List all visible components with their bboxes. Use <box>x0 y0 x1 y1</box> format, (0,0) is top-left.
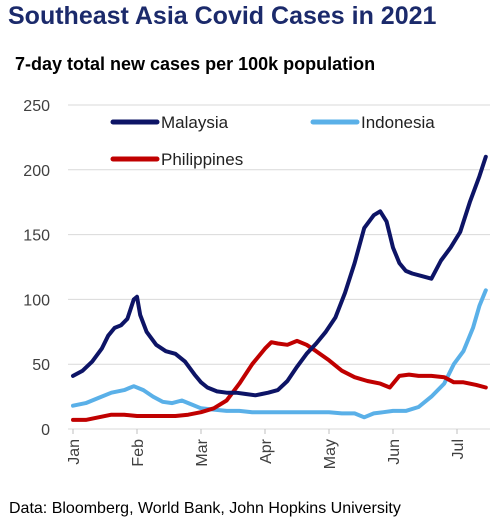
y-axis-ticks: 0 50 100 150 200 250 <box>23 98 50 439</box>
x-tick-label: Apr <box>258 438 275 464</box>
y-tick-label: 100 <box>23 292 50 309</box>
legend: Malaysia Indonesia Philippines <box>110 113 435 169</box>
x-axis-ticks: Jan Feb Mar Apr May Jun Jul <box>66 429 467 469</box>
y-tick-label: 200 <box>23 163 50 180</box>
legend-label-indonesia: Indonesia <box>361 113 435 132</box>
y-tick-label: 250 <box>23 98 50 115</box>
x-tick-label: Jan <box>66 439 83 465</box>
y-tick-label: 150 <box>23 228 50 245</box>
x-tick-label: Feb <box>130 439 147 467</box>
source-note: Data: Bloomberg, World Bank, John Hopkin… <box>9 500 401 517</box>
x-tick-label: Jul <box>450 439 467 459</box>
gridlines <box>68 104 490 430</box>
y-tick-label: 0 <box>41 422 50 439</box>
y-tick-label: 50 <box>32 357 50 374</box>
series-lines <box>71 154 488 422</box>
legend-label-philippines: Philippines <box>161 150 243 169</box>
chart-title: Southeast Asia Covid Cases in 2021 <box>8 2 437 30</box>
series-line-indonesia <box>71 288 488 420</box>
series-line-malaysia <box>71 154 488 398</box>
series-line-philippines <box>71 338 488 422</box>
legend-label-malaysia: Malaysia <box>161 113 229 132</box>
x-tick-label: Jun <box>386 439 403 465</box>
x-tick-label: May <box>322 439 339 469</box>
x-tick-label: Mar <box>194 438 211 466</box>
chart-subtitle: 7-day total new cases per 100k populatio… <box>15 54 376 74</box>
